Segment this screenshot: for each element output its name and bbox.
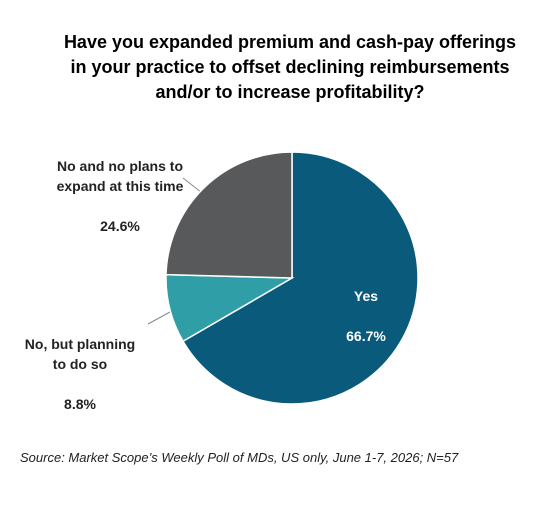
pie-slice — [181, 151, 419, 405]
leader-line — [147, 311, 171, 325]
category-label: No, but planning to do so — [24, 336, 136, 372]
value-label: 66.7% — [346, 328, 386, 344]
category-label: No and no plans to expand at this time — [56, 158, 184, 194]
slice-label: Yes 66.7% — [326, 266, 406, 366]
slice-label: No, but planning to do so 8.8% — [10, 314, 150, 434]
chart-title: Have you expanded premium and cash-pay o… — [63, 32, 517, 102]
source-note: Source: Market Scope’s Weekly Poll of MD… — [20, 450, 459, 465]
slice-label: No and no plans to expand at this time 2… — [35, 136, 205, 256]
slices — [165, 151, 419, 405]
pie-slice — [165, 151, 293, 279]
value-label: 24.6% — [100, 218, 140, 234]
value-label: 8.8% — [64, 396, 96, 412]
category-label: Yes — [353, 288, 379, 304]
